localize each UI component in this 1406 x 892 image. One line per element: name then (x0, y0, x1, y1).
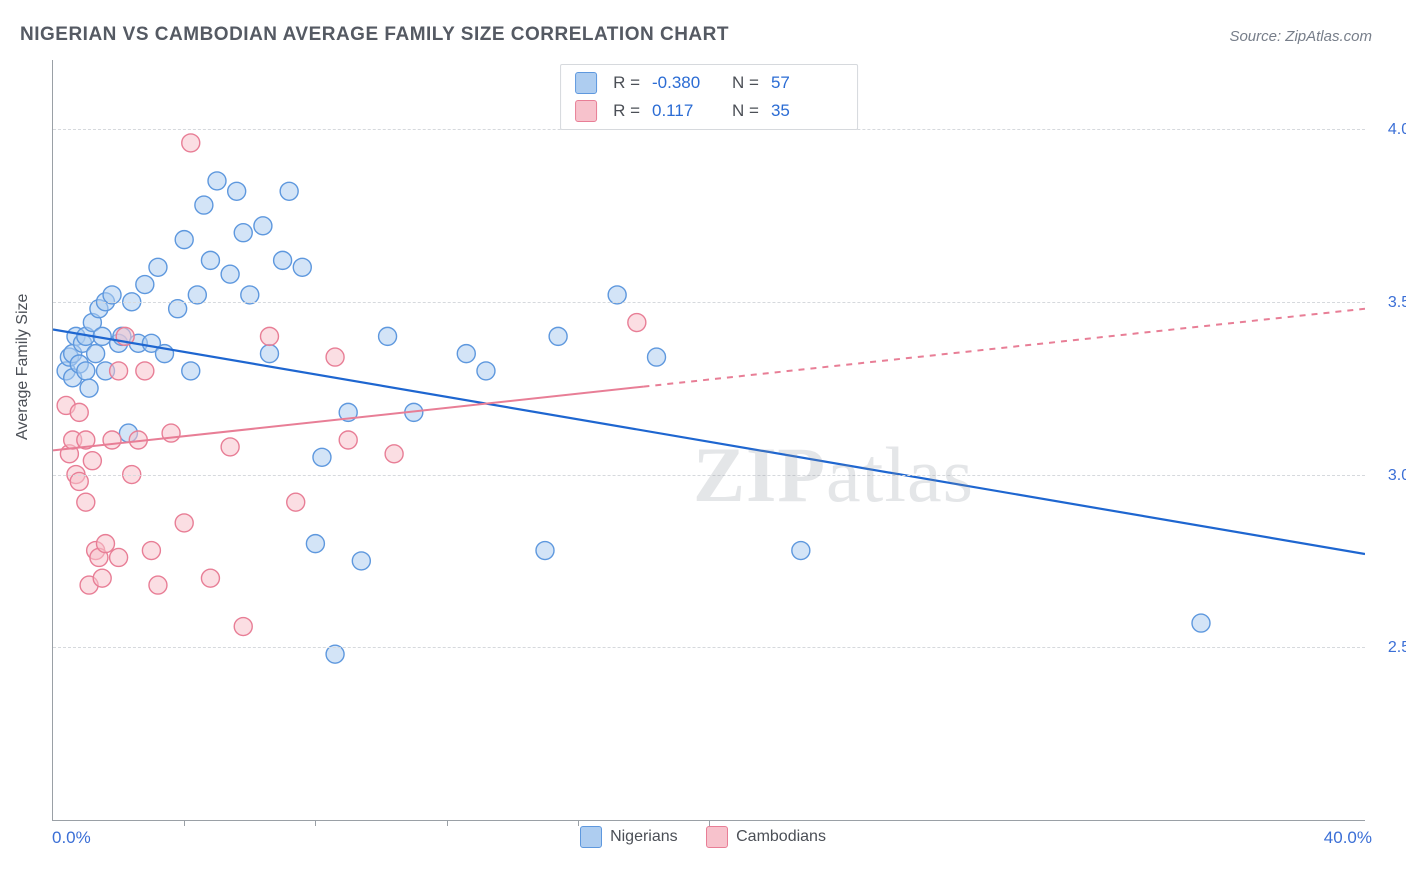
data-point (175, 514, 193, 532)
series-legend: Nigerians Cambodians (0, 826, 1406, 853)
data-point (201, 569, 219, 587)
data-point (648, 348, 666, 366)
data-point (87, 345, 105, 363)
data-point (1192, 614, 1210, 632)
data-point (234, 224, 252, 242)
data-point (228, 182, 246, 200)
data-point (110, 548, 128, 566)
data-point (136, 362, 154, 380)
stats-legend: R = -0.380 N = 57 R = 0.117 N = 35 (560, 64, 858, 130)
data-point (70, 403, 88, 421)
data-point (136, 276, 154, 294)
data-point (477, 362, 495, 380)
trend-line-dashed (643, 309, 1365, 387)
r-label: R = (613, 97, 640, 125)
data-point (549, 327, 567, 345)
n-label: N = (732, 97, 759, 125)
gridline: 3.00 (53, 475, 1365, 476)
data-point (103, 431, 121, 449)
legend-label: Cambodians (736, 828, 826, 846)
r-value: 0.117 (652, 97, 708, 125)
data-point (536, 542, 554, 560)
n-value: 35 (771, 97, 827, 125)
data-point (208, 172, 226, 190)
n-value: 57 (771, 69, 827, 97)
data-point (628, 314, 646, 332)
legend-swatch (706, 826, 728, 848)
data-point (201, 251, 219, 269)
data-point (110, 362, 128, 380)
data-point (385, 445, 403, 463)
data-point (287, 493, 305, 511)
data-point (326, 348, 344, 366)
trend-line (53, 329, 1365, 554)
data-point (80, 379, 98, 397)
gridline: 3.50 (53, 302, 1365, 303)
data-point (96, 535, 114, 553)
chart-title: NIGERIAN VS CAMBODIAN AVERAGE FAMILY SIZ… (20, 24, 729, 46)
y-tick-label: 3.00 (1373, 467, 1406, 485)
stats-legend-row: R = 0.117 N = 35 (575, 97, 843, 125)
data-point (83, 452, 101, 470)
data-point (306, 535, 324, 553)
data-point (457, 345, 475, 363)
data-point (175, 231, 193, 249)
data-point (182, 362, 200, 380)
data-point (93, 569, 111, 587)
data-point (142, 542, 160, 560)
data-point (379, 327, 397, 345)
data-point (221, 265, 239, 283)
data-point (792, 542, 810, 560)
stats-legend-row: R = -0.380 N = 57 (575, 69, 843, 97)
data-point (274, 251, 292, 269)
source-label: Source: ZipAtlas.com (1229, 28, 1372, 45)
data-point (195, 196, 213, 214)
data-point (339, 431, 357, 449)
r-value: -0.380 (652, 69, 708, 97)
y-axis-label: Average Family Size (14, 294, 32, 440)
y-tick-label: 3.50 (1373, 294, 1406, 312)
data-point (162, 424, 180, 442)
plot-area: 2.503.003.504.00 R = -0.380 N = 57 R = 0… (52, 60, 1365, 821)
data-point (234, 618, 252, 636)
data-point (260, 327, 278, 345)
legend-item: Cambodians (706, 826, 826, 848)
data-point (313, 448, 331, 466)
data-point (352, 552, 370, 570)
data-point (254, 217, 272, 235)
y-tick-label: 4.00 (1373, 121, 1406, 139)
data-point (182, 134, 200, 152)
legend-swatch (575, 72, 597, 94)
legend-swatch (575, 100, 597, 122)
data-point (221, 438, 239, 456)
r-label: R = (613, 69, 640, 97)
data-point (280, 182, 298, 200)
gridline: 2.50 (53, 647, 1365, 648)
y-tick-label: 2.50 (1373, 639, 1406, 657)
n-label: N = (732, 69, 759, 97)
data-point (293, 258, 311, 276)
data-point (260, 345, 278, 363)
legend-swatch (580, 826, 602, 848)
legend-label: Nigerians (610, 828, 678, 846)
data-point (77, 493, 95, 511)
scatter-svg (53, 60, 1365, 820)
legend-item: Nigerians (580, 826, 678, 848)
data-point (77, 362, 95, 380)
data-point (149, 576, 167, 594)
data-point (149, 258, 167, 276)
